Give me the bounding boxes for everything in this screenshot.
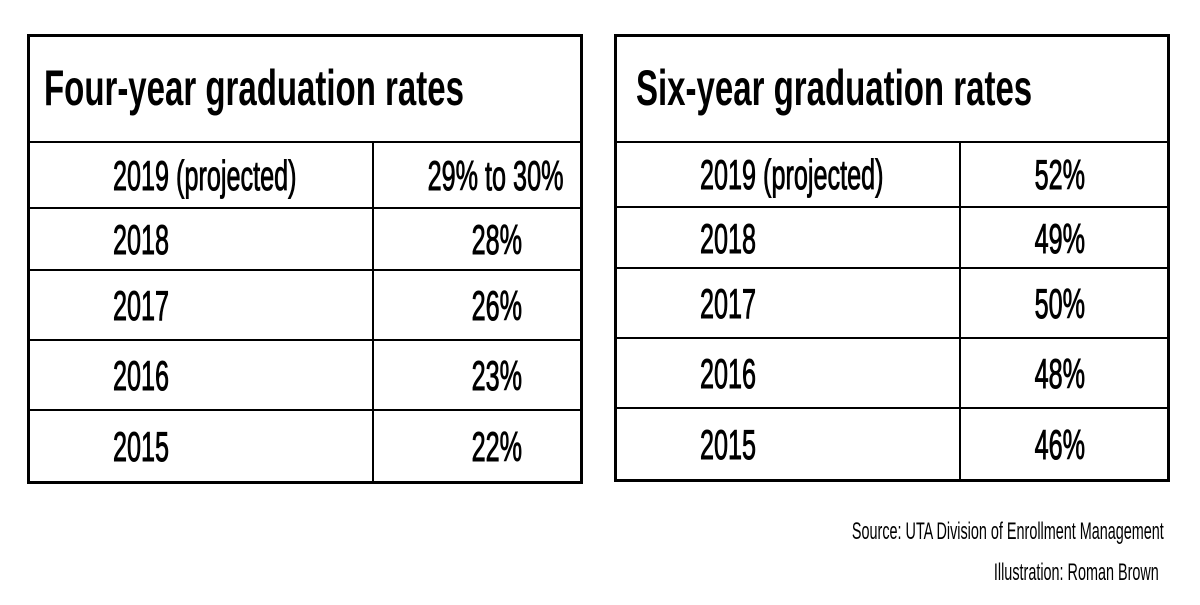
- divider: [614, 141, 1170, 143]
- divider: [614, 206, 1170, 208]
- rate-cell: 29% to 30%: [427, 152, 563, 199]
- year-cell: 2015: [113, 423, 170, 470]
- rate-cell: 23%: [471, 352, 522, 399]
- year-cell: 2017: [700, 280, 757, 327]
- divider: [27, 409, 583, 411]
- divider: [27, 207, 583, 209]
- divider: [27, 339, 583, 341]
- year-cell: 2018: [113, 216, 170, 263]
- table-title: Four-year graduation rates: [44, 60, 464, 116]
- rate-cell: 22%: [471, 423, 522, 470]
- six-year-table: [614, 34, 1170, 482]
- year-cell: 2016: [700, 350, 757, 397]
- divider: [27, 141, 583, 143]
- divider: [614, 267, 1170, 269]
- illustration-credit: Illustration: Roman Brown: [994, 559, 1159, 586]
- divider: [372, 141, 374, 484]
- rate-cell: 52%: [1034, 151, 1085, 198]
- divider: [27, 269, 583, 271]
- rate-cell: 50%: [1034, 280, 1085, 327]
- divider: [959, 141, 961, 482]
- divider: [614, 337, 1170, 339]
- rate-cell: 28%: [471, 216, 522, 263]
- year-cell: 2017: [113, 282, 170, 329]
- year-cell: 2019 (projected): [113, 152, 297, 199]
- year-cell: 2019 (projected): [700, 151, 884, 198]
- year-cell: 2018: [700, 215, 757, 262]
- rate-cell: 46%: [1034, 421, 1085, 468]
- rate-cell: 49%: [1034, 215, 1085, 262]
- table-title: Six-year graduation rates: [636, 60, 1033, 116]
- year-cell: 2015: [700, 421, 757, 468]
- rate-cell: 26%: [471, 282, 522, 329]
- four-year-table: [27, 34, 583, 484]
- year-cell: 2016: [113, 352, 170, 399]
- source-note: Source: UTA Division of Enrollment Manag…: [852, 518, 1164, 545]
- rate-cell: 48%: [1034, 350, 1085, 397]
- divider: [614, 407, 1170, 409]
